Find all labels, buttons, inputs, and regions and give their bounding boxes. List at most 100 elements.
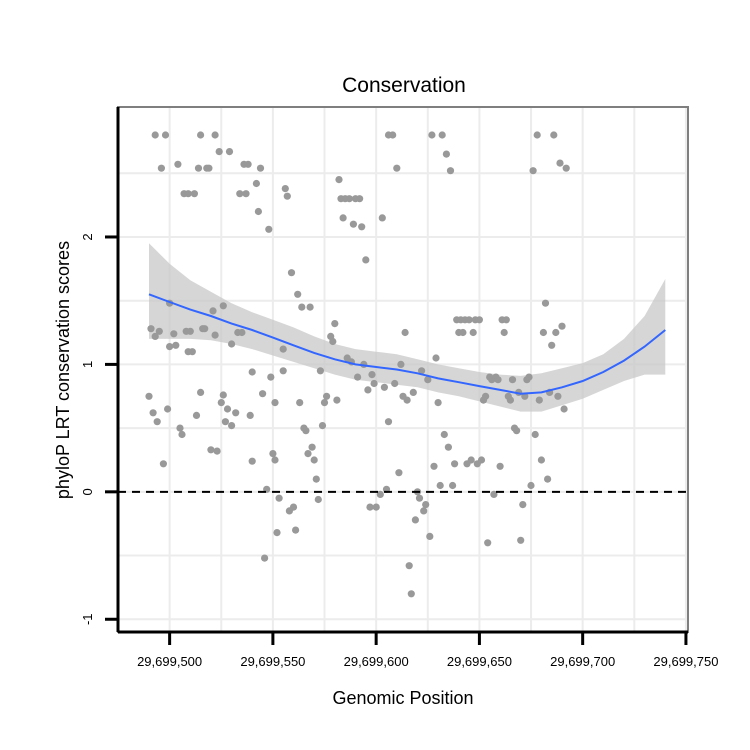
data-point [465, 316, 473, 324]
data-point [432, 354, 440, 362]
data-point [420, 507, 428, 515]
data-point [164, 405, 172, 413]
data-point [426, 532, 434, 541]
data-point [248, 457, 256, 465]
data-point [339, 214, 347, 222]
data-point [513, 427, 521, 435]
data-point [364, 386, 372, 394]
data-point [186, 327, 194, 335]
data-point [209, 307, 217, 315]
data-point [558, 322, 566, 330]
data-point [157, 164, 165, 172]
data-point [223, 405, 232, 413]
data-point [302, 427, 310, 435]
data-point [409, 388, 417, 396]
data-point [539, 328, 548, 337]
data-point [331, 320, 339, 328]
data-point [378, 214, 386, 222]
data-point [225, 148, 234, 156]
data-point [246, 411, 254, 419]
data-point [323, 392, 331, 400]
data-point [560, 405, 568, 413]
data-point [207, 446, 215, 454]
data-point [562, 164, 570, 172]
data-point [442, 150, 450, 158]
data-point [292, 526, 300, 534]
data-point [397, 360, 405, 368]
data-point [201, 325, 209, 333]
data-point [271, 399, 279, 407]
data-point [517, 536, 525, 544]
smooth-line [148, 293, 666, 395]
data-point [531, 430, 539, 439]
data-point [393, 164, 401, 172]
data-points [145, 131, 570, 598]
data-point [219, 391, 227, 399]
data-point [500, 328, 508, 337]
data-point [436, 481, 444, 490]
data-point [556, 159, 564, 167]
x-axis-title: Genomic Position [332, 688, 473, 708]
data-point [194, 164, 203, 172]
data-point [228, 422, 236, 430]
data-point [217, 399, 225, 407]
data-point [366, 503, 374, 511]
data-point [376, 490, 384, 498]
data-point [519, 501, 527, 509]
data-point [289, 503, 298, 511]
data-point [192, 411, 201, 419]
data-point [415, 494, 424, 502]
data-point [294, 290, 302, 298]
data-point [544, 475, 552, 483]
data-point [283, 192, 291, 200]
data-point [403, 396, 411, 404]
data-point [430, 462, 438, 470]
data-point [354, 373, 362, 381]
data-point [380, 383, 388, 391]
data-point [333, 396, 341, 404]
data-point [484, 539, 492, 547]
y-tick-label: 0 [80, 488, 95, 495]
data-point [395, 469, 403, 477]
data-point [356, 195, 364, 203]
data-point [248, 368, 256, 376]
data-point [197, 131, 205, 139]
data-point [411, 516, 419, 524]
data-point [184, 190, 192, 198]
data-point [529, 167, 537, 175]
data-point [271, 456, 279, 464]
data-point [197, 388, 205, 396]
data-point [370, 379, 378, 388]
data-point [401, 328, 409, 337]
data-point [221, 418, 229, 426]
data-point [211, 131, 219, 139]
data-point [418, 367, 426, 375]
data-point [238, 328, 246, 337]
data-point [550, 131, 558, 139]
data-point [265, 225, 273, 233]
data-point [279, 345, 287, 353]
data-point [287, 269, 296, 277]
data-point [391, 379, 399, 388]
data-point [188, 348, 196, 356]
confidence-band [149, 243, 666, 412]
data-point [213, 447, 221, 455]
data-point [236, 190, 244, 198]
data-point [279, 367, 287, 375]
x-tick-label: 29,699,700 [550, 654, 615, 669]
data-point [318, 422, 327, 430]
data-point [170, 330, 178, 338]
x-tick-label: 29,699,650 [447, 654, 512, 669]
data-point [254, 207, 262, 216]
data-point [153, 418, 161, 426]
data-point [219, 302, 227, 310]
data-point [242, 190, 250, 198]
data-point [269, 450, 277, 458]
data-point [494, 376, 502, 384]
data-point [349, 220, 357, 228]
data-point [384, 418, 393, 426]
data-point [459, 328, 467, 337]
data-point [345, 195, 353, 203]
data-point [552, 328, 560, 337]
